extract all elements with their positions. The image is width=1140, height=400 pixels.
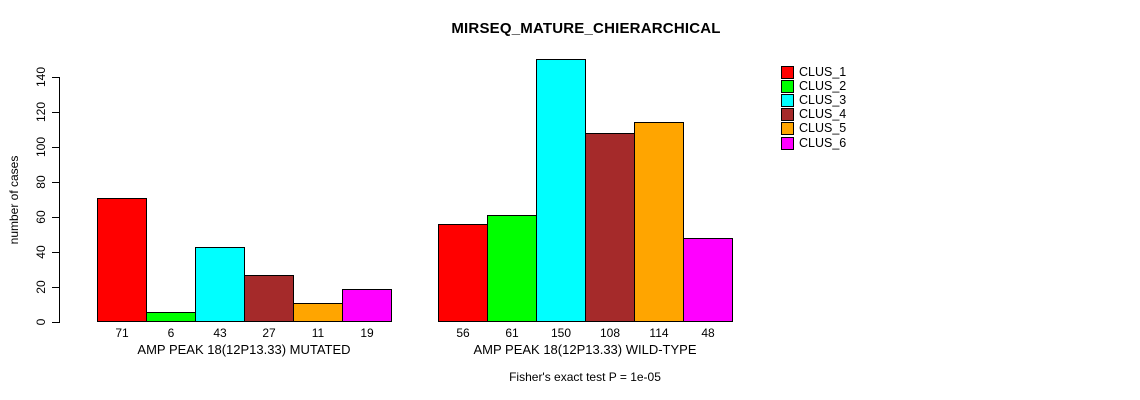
legend-label: CLUS_5	[799, 121, 847, 136]
bar-value-label: 150	[550, 326, 572, 340]
y-axis-tick	[52, 252, 59, 253]
bar-value-label: 61	[505, 326, 519, 340]
bar-value-label: 43	[213, 326, 227, 340]
bar-clus_3-group1	[195, 246, 245, 322]
bar-clus_4-group1	[244, 274, 294, 322]
y-axis-tick-label: 100	[34, 136, 48, 158]
legend-label: CLUS_3	[799, 92, 847, 107]
bar-clus_3-group2	[536, 59, 586, 322]
bar-value-label: 71	[115, 326, 129, 340]
bar-value-label: 27	[262, 326, 276, 340]
bar-clus_2-group1	[146, 311, 196, 322]
y-axis-tick	[52, 147, 59, 148]
y-axis-tick	[52, 217, 59, 218]
bar-clus_1-group1	[97, 197, 147, 322]
bar-clus_6-group2	[683, 237, 733, 322]
y-axis-label: number of cases	[7, 155, 21, 245]
legend-label: CLUS_1	[799, 64, 847, 79]
bar-value-label: 48	[701, 326, 715, 340]
legend-label: CLUS_4	[799, 107, 847, 122]
y-axis-tick-label: 80	[34, 175, 48, 189]
legend-item-clus_3: CLUS_3	[781, 93, 846, 107]
legend-item-clus_4: CLUS_4	[781, 108, 846, 122]
bar-value-label: 114	[649, 326, 669, 340]
y-axis-tick	[52, 112, 59, 113]
legend-swatch-clus_5	[781, 122, 794, 136]
legend-swatch-clus_3	[781, 93, 794, 107]
bar-clus_6-group1	[342, 288, 392, 322]
legend-item-clus_5: CLUS_5	[781, 122, 846, 136]
bar-value-label: 11	[311, 326, 325, 340]
legend-item-clus_6: CLUS_6	[781, 136, 846, 150]
legend-item-clus_2: CLUS_2	[781, 79, 846, 93]
y-axis-tick	[52, 77, 59, 78]
y-axis-tick-label: 40	[34, 245, 48, 259]
legend-label: CLUS_2	[799, 78, 847, 93]
legend-swatch-clus_2	[781, 79, 794, 93]
y-axis-tick-label: 60	[34, 210, 48, 224]
legend: CLUS_1 CLUS_2 CLUS_3 CLUS_4 CLUS_5 CLUS_6	[781, 65, 846, 150]
fisher-test-annotation: Fisher's exact test P = 1e-05	[509, 370, 661, 384]
y-axis-tick-label: 120	[34, 101, 48, 123]
bar-clus_5-group1	[293, 302, 343, 322]
y-axis-tick	[52, 322, 59, 323]
bar-clus_4-group2	[585, 132, 635, 322]
group-label-wild-type: AMP PEAK 18(12P13.33) WILD-TYPE	[473, 342, 697, 357]
legend-swatch-clus_4	[781, 108, 794, 122]
y-axis-tick-label: 20	[34, 280, 48, 294]
y-axis-line	[59, 77, 60, 323]
bar-value-label: 19	[360, 326, 374, 340]
bar-clus_2-group2	[487, 215, 537, 322]
bar-value-label: 108	[599, 326, 621, 340]
bar-value-label: 6	[167, 326, 175, 340]
legend-item-clus_1: CLUS_1	[781, 65, 846, 79]
legend-label: CLUS_6	[799, 135, 847, 150]
y-axis-tick-label: 140	[34, 66, 48, 88]
chart-title: MIRSEQ_MATURE_CHIERARCHICAL	[451, 20, 721, 37]
bar-clus_1-group2	[438, 223, 488, 322]
y-axis-tick-label: 0	[34, 318, 48, 326]
legend-swatch-clus_1	[781, 65, 794, 79]
y-axis-tick	[52, 182, 59, 183]
bar-value-label: 56	[456, 326, 470, 340]
y-axis-tick	[52, 287, 59, 288]
bar-clus_5-group2	[634, 122, 684, 322]
group-label-mutated: AMP PEAK 18(12P13.33) MUTATED	[137, 342, 351, 357]
legend-swatch-clus_6	[781, 136, 794, 150]
